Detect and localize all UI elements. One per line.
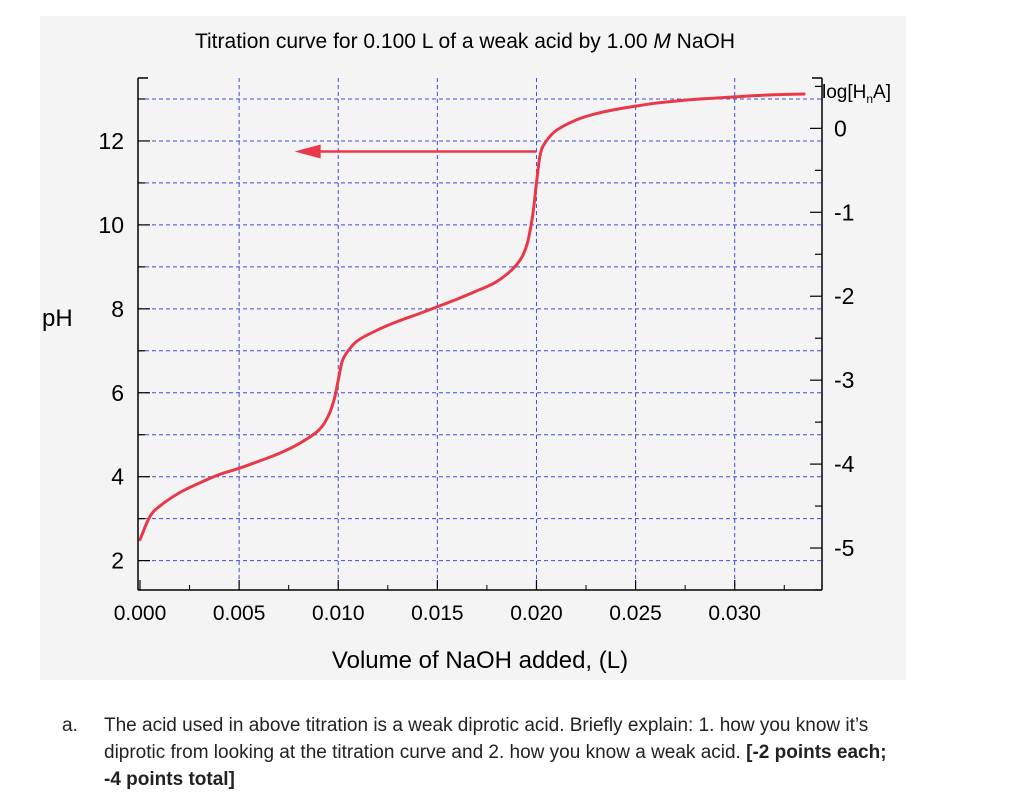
titration-curve-line bbox=[138, 92, 806, 542]
x-tick-label: 0.030 bbox=[708, 602, 761, 625]
y2-axis-label: log[HnA] bbox=[822, 82, 891, 106]
x-tick-label: 0.000 bbox=[114, 602, 167, 625]
x-tick-label: 0.025 bbox=[609, 602, 662, 625]
y2-tick-label: -4 bbox=[834, 451, 855, 477]
figure-panel: Titration curve for 0.100 L of a weak ac… bbox=[40, 16, 906, 680]
y2-tick-label: -3 bbox=[834, 367, 854, 393]
label-layer: 2 4 6 8 10 12 0 -1 -2 -3 -4 -5 0.000 0.005 0.010 0.015 0… bbox=[98, 115, 854, 625]
y-tick-label: 6 bbox=[111, 380, 124, 406]
y2-tick-label: -2 bbox=[834, 283, 854, 309]
x-tick-label: 0.005 bbox=[213, 602, 266, 625]
chart-title-italic: M bbox=[653, 30, 671, 53]
x-axis-label: Volume of NaOH added, (L) bbox=[332, 647, 628, 674]
question-text: The acid used in above titration is a we… bbox=[104, 715, 869, 763]
chart-title-after: NaOH bbox=[671, 30, 735, 53]
question-points: [-2 points each; -4 points total] bbox=[104, 742, 887, 790]
y-tick-label: 10 bbox=[98, 212, 124, 238]
x-tick-label: 0.015 bbox=[411, 602, 464, 625]
y2-tick-label: -1 bbox=[834, 199, 854, 225]
y2-label-sub: n bbox=[866, 92, 873, 106]
chart-title: Titration curve for 0.100 L of a weak ac… bbox=[195, 30, 735, 53]
x-tick-label: 0.010 bbox=[312, 602, 365, 625]
question-body: The acid used in above titration is a we… bbox=[104, 712, 904, 793]
arrow-head bbox=[294, 144, 321, 159]
y2-label-close: A] bbox=[873, 82, 891, 103]
chart-title-before: Titration curve for 0.100 L of a weak ac… bbox=[195, 30, 653, 53]
y-tick-label: 4 bbox=[111, 464, 124, 490]
titration-chart: Titration curve for 0.100 L of a weak ac… bbox=[42, 30, 891, 674]
y2-tick-label: 0 bbox=[834, 115, 847, 141]
y2-tick-label: -5 bbox=[834, 535, 854, 561]
y-axis-label: pH bbox=[42, 305, 73, 332]
y-tick-label: 2 bbox=[111, 548, 124, 574]
series-layer bbox=[138, 92, 806, 542]
axis-layer bbox=[137, 77, 823, 591]
x-tick-label: 0.020 bbox=[510, 602, 563, 625]
y-tick-label: 8 bbox=[111, 296, 124, 322]
y2-label-main: log[H bbox=[822, 82, 866, 103]
question-letter: a. bbox=[62, 715, 78, 736]
grid-layer bbox=[138, 78, 822, 590]
y-tick-label: 12 bbox=[98, 128, 124, 154]
annotation-layer bbox=[294, 144, 537, 159]
